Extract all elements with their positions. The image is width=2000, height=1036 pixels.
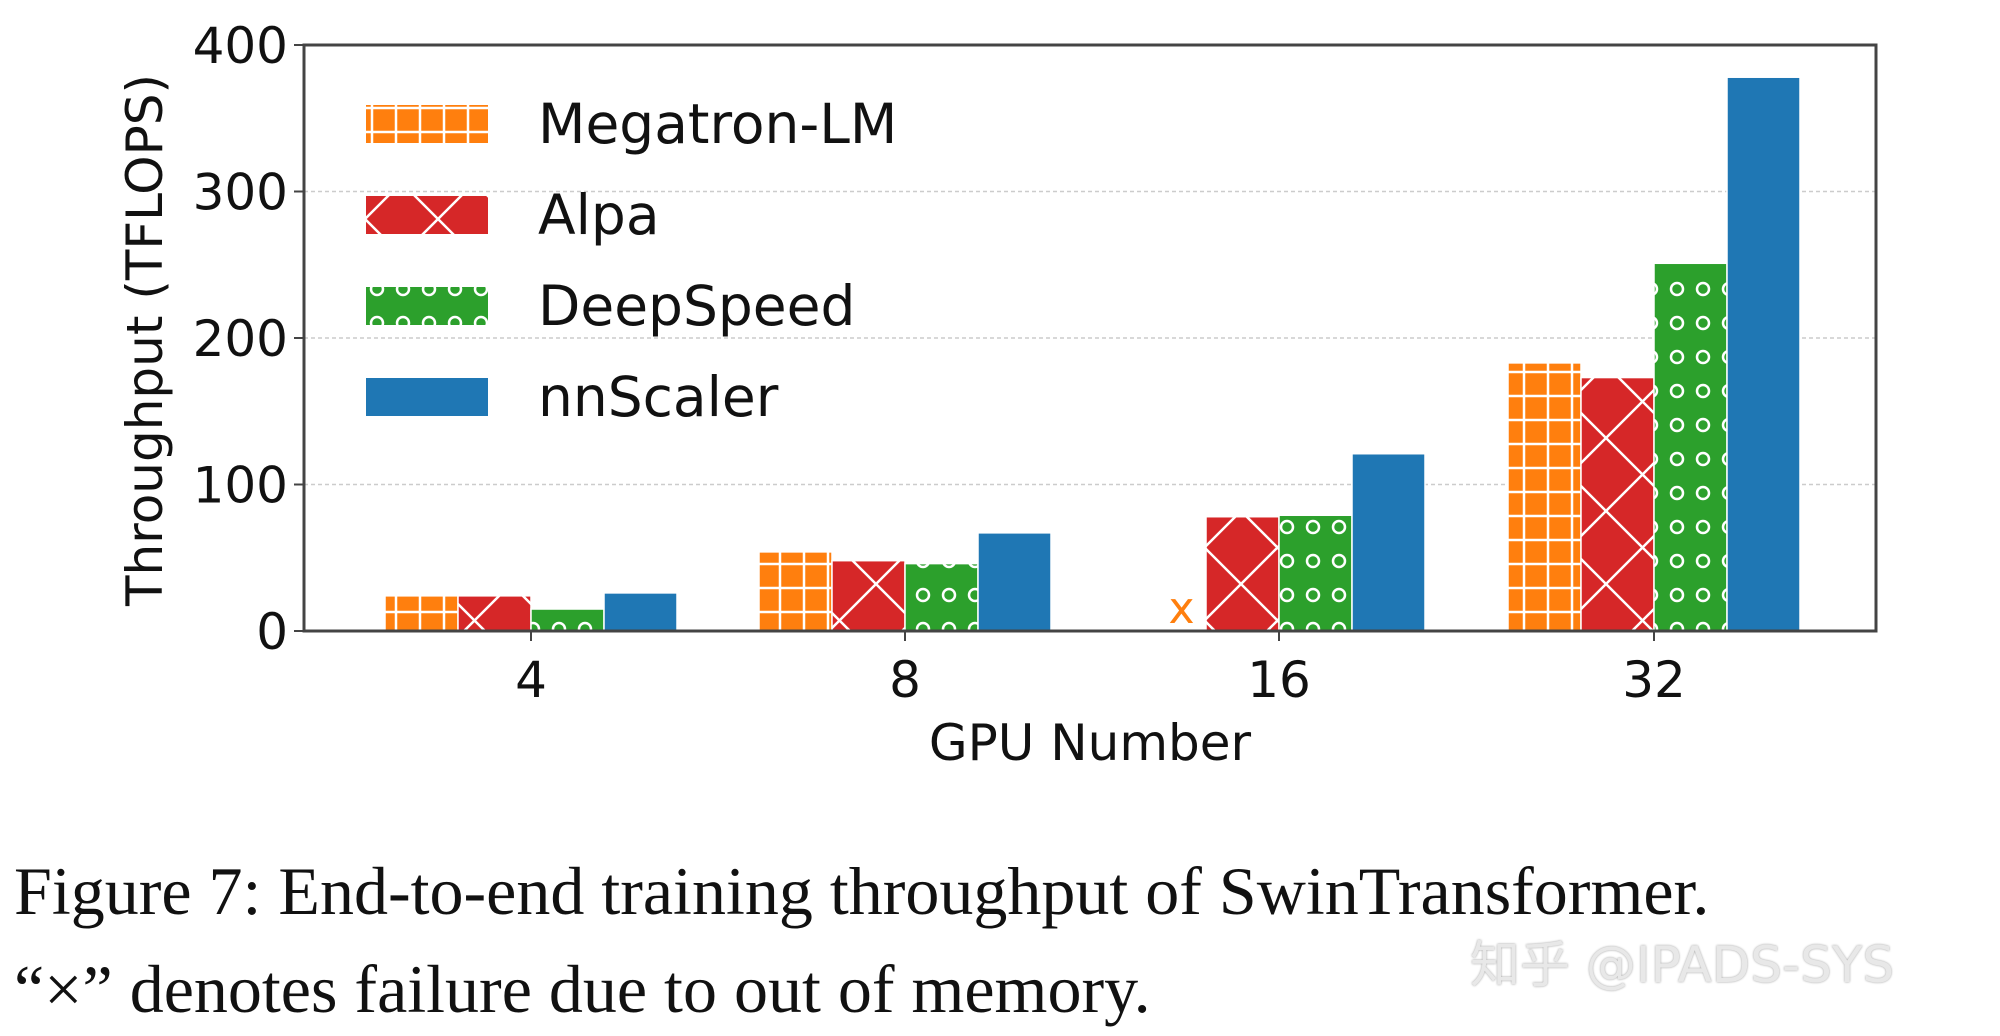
figure-caption-line-2: “×” denotes failure due to out of memory… bbox=[14, 951, 1151, 1027]
y-tick-label: 200 bbox=[193, 310, 288, 368]
bar-nnscaler-32 bbox=[1726, 76, 1801, 632]
legend-swatch bbox=[366, 105, 488, 143]
y-tick-label: 100 bbox=[193, 457, 288, 515]
bar-alpa-4 bbox=[457, 595, 532, 632]
bar-deepspeed-32 bbox=[1653, 262, 1728, 632]
figure-caption-line-1: Figure 7: End-to-end training throughput… bbox=[14, 853, 1710, 929]
y-axis-label: Throughput (TFLOPS) bbox=[116, 74, 174, 607]
legend-swatch bbox=[366, 196, 488, 234]
y-tick-label: 300 bbox=[193, 164, 288, 222]
legend-swatch bbox=[366, 378, 488, 416]
legend-label: nnScaler bbox=[538, 365, 779, 429]
bar-nnscaler-16 bbox=[1351, 452, 1426, 632]
bar-megatron-lm-4 bbox=[384, 595, 459, 632]
legend-label: DeepSpeed bbox=[538, 274, 855, 338]
bar-deepspeed-16 bbox=[1278, 514, 1353, 632]
watermark: 知乎 @IPADS-SYS bbox=[1470, 936, 1895, 994]
x-tick-label: 16 bbox=[1247, 651, 1311, 709]
legend-label: Alpa bbox=[538, 183, 660, 247]
bar-megatron-lm-8 bbox=[758, 551, 833, 632]
y-tick-label: 0 bbox=[256, 603, 288, 661]
bar-alpa-8 bbox=[831, 559, 906, 632]
bar-megatron-lm-32 bbox=[1507, 362, 1582, 632]
x-tick-label: 8 bbox=[889, 651, 921, 709]
y-tick-label: 400 bbox=[193, 17, 288, 75]
bar-deepspeed-8 bbox=[904, 562, 979, 632]
oom-marker: x bbox=[1168, 583, 1194, 634]
bar-nnscaler-4 bbox=[603, 592, 678, 632]
x-tick-label: 32 bbox=[1622, 651, 1686, 709]
bar-alpa-16 bbox=[1205, 515, 1280, 632]
legend-label: Megatron-LM bbox=[538, 92, 897, 156]
bar-deepspeed-4 bbox=[530, 608, 605, 632]
bar-nnscaler-8 bbox=[977, 532, 1052, 632]
bar-alpa-32 bbox=[1580, 376, 1655, 632]
x-axis-label: GPU Number bbox=[929, 714, 1252, 772]
legend-swatch bbox=[366, 287, 488, 325]
x-tick-label: 4 bbox=[515, 651, 547, 709]
